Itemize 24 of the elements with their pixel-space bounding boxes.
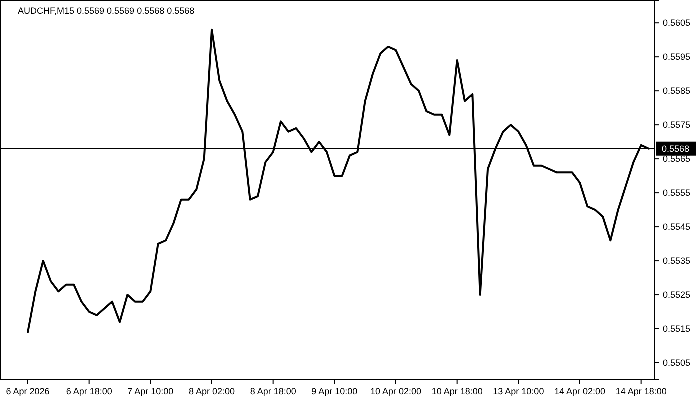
x-tick-label: 10 Apr 18:00	[432, 386, 483, 396]
text: AUDCHF,M15 0.5569 0.5569 0.5568 0.5568	[18, 6, 195, 16]
x-tick-label: 7 Apr 10:00	[128, 386, 174, 396]
x-tick-label: 13 Apr 10:00	[493, 386, 544, 396]
x-tick-label: 10 Apr 02:00	[370, 386, 422, 396]
y-tick-label: 0.5555	[663, 188, 691, 198]
y-tick-label: 0.5525	[663, 290, 691, 300]
y-tick-label: 0.5605	[663, 18, 691, 28]
x-tick-label: 14 Apr 02:00	[554, 386, 606, 396]
y-tick-label: 0.5505	[663, 358, 691, 368]
y-tick-label: 0.5545	[663, 222, 691, 232]
y-tick-label: 0.5595	[663, 52, 691, 62]
x-tick-label: 14 Apr 18:00	[616, 386, 667, 396]
x-tick-label: 8 Apr 02:00	[188, 386, 236, 396]
y-tick-label: 0.5575	[663, 120, 691, 130]
x-tick-label: 8 Apr 18:00	[250, 386, 296, 396]
y-tick-label: 0.5515	[663, 324, 691, 334]
x-tick-label: 9 Apr 10:00	[312, 386, 358, 396]
x-tick-label: 6 Apr 18:00	[66, 386, 112, 396]
ref-line-label: 0.5568	[662, 144, 690, 154]
y-tick-label: 0.5565	[663, 154, 691, 164]
x-tick-label: 6 Apr 2026	[6, 386, 50, 396]
y-tick-label: 0.5585	[663, 86, 691, 96]
y-tick-label: 0.5535	[663, 256, 691, 266]
